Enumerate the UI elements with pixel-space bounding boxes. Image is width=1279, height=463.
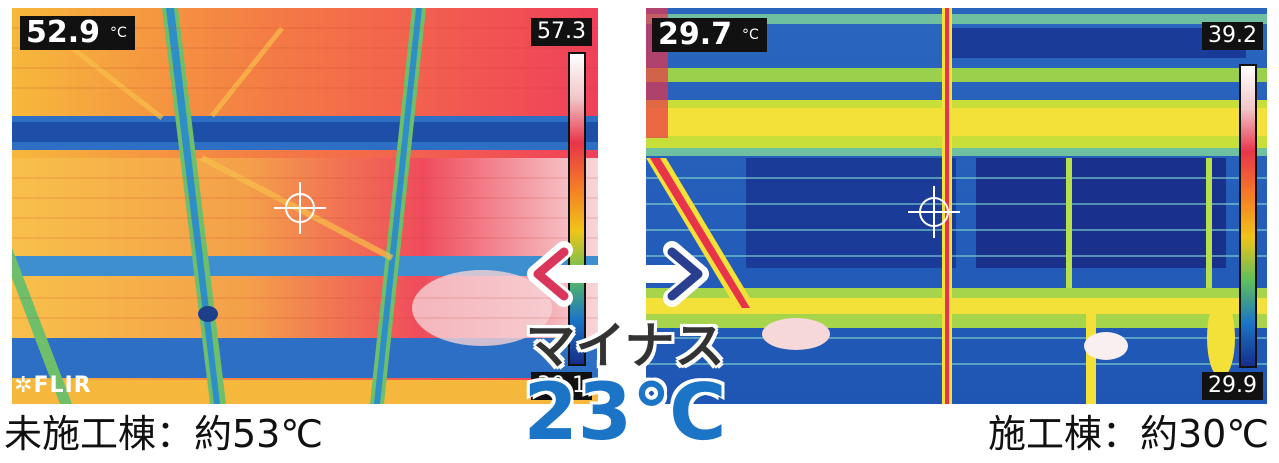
- difference-label: マイナス: [525, 317, 725, 375]
- difference-value: 23℃: [523, 368, 727, 458]
- flir-logo-icon: ✲: [14, 373, 34, 398]
- scale-max-value: 57.3: [531, 18, 592, 46]
- scale-min-value: 30.1: [531, 372, 592, 400]
- flir-logo-text: FLIR: [33, 373, 92, 398]
- untreated-building-caption: 未施工棟：約53℃: [4, 412, 324, 456]
- spot-temperature-value: 29.7: [658, 17, 733, 52]
- thermal-image-treated: 29.7 °C 39.2 29.9: [646, 8, 1267, 404]
- thermal-image-treated-graphic: [646, 8, 1267, 404]
- temperature-unit: °C: [110, 25, 127, 41]
- temperature-unit: °C: [742, 27, 759, 43]
- double-arrow-icon: [527, 241, 709, 307]
- temperature-colorbar: [568, 52, 586, 366]
- spot-temperature-readout: 29.7 °C: [652, 18, 767, 52]
- treated-building-caption: 施工棟：約30℃: [987, 412, 1269, 456]
- crosshair-icon: [274, 182, 326, 234]
- spot-temperature-readout: 52.9 °C: [20, 16, 135, 50]
- spot-temperature-value: 52.9: [26, 15, 101, 50]
- flir-logo: ✲FLIR: [14, 373, 92, 398]
- crosshair-icon: [908, 186, 960, 238]
- scale-max-value: 39.2: [1202, 22, 1263, 50]
- temperature-colorbar: [1239, 64, 1257, 368]
- scale-min-value: 29.9: [1202, 372, 1263, 400]
- thermal-image-untreated-graphic: [12, 8, 598, 404]
- thermal-image-untreated: 52.9 °C 57.3 30.1 ✲FLIR: [12, 8, 598, 404]
